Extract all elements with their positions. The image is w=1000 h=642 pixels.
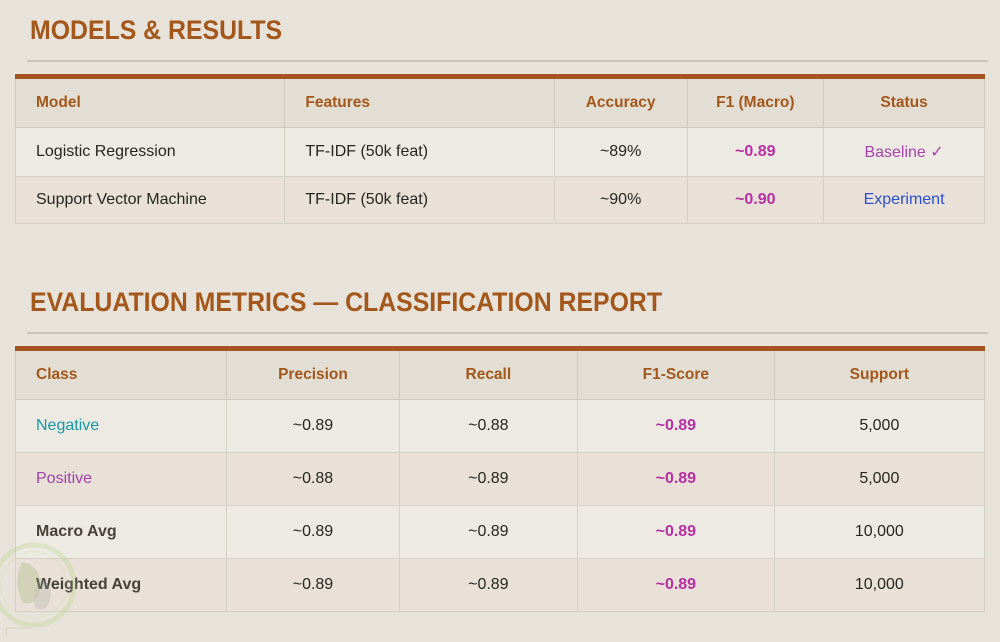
title-divider — [27, 60, 988, 63]
header-row: Class Precision Recall F1-Score Support — [14, 351, 986, 401]
models-table-wrap: Model Features Accuracy F1 (Macro) Statu… — [14, 74, 985, 225]
models-table-header: Model Features Accuracy F1 (Macro) Statu… — [14, 79, 985, 129]
classification-report-table: Class Precision Recall F1-Score Support … — [14, 351, 986, 613]
section-models-results: MODELS & RESULTS Model Features Accuracy… — [0, 0, 1000, 225]
col-header-model: Model — [14, 79, 286, 129]
header-row: Model Features Accuracy F1 (Macro) Statu… — [14, 79, 985, 129]
cell-precision: ~0.89 — [226, 505, 400, 560]
models-results-title: MODELS & RESULTS — [30, 15, 283, 45]
cell-class-weighted-avg: Weighted Avg — [14, 558, 228, 613]
cell-support: 10,000 — [773, 505, 986, 560]
col-header-support: Support — [773, 351, 986, 401]
cell-class-macro-avg: Macro Avg — [14, 505, 228, 560]
cell-f1-score: ~0.89 — [576, 505, 775, 560]
cell-support: 5,000 — [773, 452, 986, 507]
cell-recall: ~0.89 — [398, 452, 578, 507]
cell-recall: ~0.89 — [398, 558, 578, 613]
col-header-status: Status — [823, 79, 985, 129]
section-evaluation-metrics: EVALUATION METRICS — CLASSIFICATION REPO… — [0, 287, 1000, 613]
evaluation-table-header: Class Precision Recall F1-Score Support — [14, 351, 986, 401]
cell-class-negative: Negative — [14, 399, 228, 454]
col-header-features: Features — [284, 79, 555, 129]
cell-f1-macro: ~0.89 — [686, 127, 825, 178]
col-header-recall: Recall — [398, 351, 578, 401]
table-row-positive: Positive ~0.88 ~0.89 ~0.89 5,000 — [14, 452, 986, 507]
cell-f1-macro: ~0.90 — [686, 176, 825, 225]
col-header-class: Class — [14, 351, 228, 401]
cell-precision: ~0.88 — [226, 452, 400, 507]
col-header-accuracy: Accuracy — [553, 79, 688, 129]
cell-f1-score: ~0.89 — [576, 452, 775, 507]
cell-support: 10,000 — [773, 558, 986, 613]
col-header-precision: Precision — [226, 351, 400, 401]
table-row-macro-avg: Macro Avg ~0.89 ~0.89 ~0.89 10,000 — [14, 505, 986, 560]
col-header-f1-score: F1-Score — [576, 351, 775, 401]
evaluation-table-wrap: Class Precision Recall F1-Score Support … — [14, 346, 986, 613]
cell-features: TF-IDF (50k feat) — [284, 176, 555, 225]
cell-accuracy: ~90% — [553, 176, 688, 225]
table-row-negative: Negative ~0.89 ~0.88 ~0.89 5,000 — [14, 399, 986, 454]
cell-model: Support Vector Machine — [14, 176, 286, 225]
cell-recall: ~0.89 — [398, 505, 578, 560]
cell-model: Logistic Regression — [14, 127, 286, 178]
cell-precision: ~0.89 — [226, 558, 400, 613]
cell-status-baseline: Baseline ✓ — [823, 127, 985, 178]
cell-accuracy: ~89% — [553, 127, 688, 178]
cell-status-experiment: Experiment — [823, 176, 985, 225]
table-row-svm: Support Vector Machine TF-IDF (50k feat)… — [14, 176, 985, 225]
table-row-weighted-avg: Weighted Avg ~0.89 ~0.89 ~0.89 10,000 — [14, 558, 986, 613]
cell-recall: ~0.88 — [398, 399, 578, 454]
table-row-logistic-regression: Logistic Regression TF-IDF (50k feat) ~8… — [14, 127, 985, 178]
cell-precision: ~0.89 — [226, 399, 400, 454]
cell-support: 5,000 — [773, 399, 986, 454]
cell-features: TF-IDF (50k feat) — [284, 127, 555, 178]
cell-f1-score: ~0.89 — [576, 399, 775, 454]
models-table: Model Features Accuracy F1 (Macro) Statu… — [14, 79, 985, 225]
cell-f1-score: ~0.89 — [576, 558, 775, 613]
cell-class-positive: Positive — [14, 452, 228, 507]
title-divider — [27, 332, 988, 335]
col-header-f1-macro: F1 (Macro) — [686, 79, 825, 129]
evaluation-metrics-title: EVALUATION METRICS — CLASSIFICATION REPO… — [30, 287, 663, 318]
